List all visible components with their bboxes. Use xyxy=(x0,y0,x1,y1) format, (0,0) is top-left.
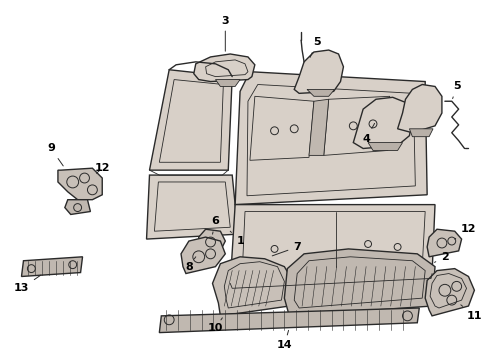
Text: 5: 5 xyxy=(453,81,461,99)
Polygon shape xyxy=(397,85,442,133)
Polygon shape xyxy=(353,97,413,148)
Text: 14: 14 xyxy=(276,330,292,350)
Text: 1: 1 xyxy=(230,231,244,246)
Polygon shape xyxy=(22,257,82,276)
Polygon shape xyxy=(159,308,419,333)
Text: 10: 10 xyxy=(208,318,223,333)
Text: 6: 6 xyxy=(212,216,220,234)
Polygon shape xyxy=(147,175,238,239)
Polygon shape xyxy=(294,50,343,93)
Text: 8: 8 xyxy=(185,257,196,272)
Text: 5: 5 xyxy=(310,37,320,57)
Polygon shape xyxy=(181,237,225,274)
Polygon shape xyxy=(410,129,433,137)
Polygon shape xyxy=(65,200,91,215)
Polygon shape xyxy=(427,229,462,257)
Text: 12: 12 xyxy=(455,224,476,239)
Text: 9: 9 xyxy=(47,144,63,166)
Polygon shape xyxy=(194,54,255,82)
Text: 7: 7 xyxy=(272,242,301,256)
Polygon shape xyxy=(230,204,435,283)
Polygon shape xyxy=(58,168,102,200)
Polygon shape xyxy=(425,269,474,316)
Polygon shape xyxy=(213,257,294,316)
Text: 2: 2 xyxy=(435,252,449,262)
Polygon shape xyxy=(284,249,435,316)
Polygon shape xyxy=(324,96,390,156)
Text: 4: 4 xyxy=(362,123,374,144)
Text: 11: 11 xyxy=(461,305,482,321)
Polygon shape xyxy=(368,143,402,150)
Polygon shape xyxy=(216,80,240,86)
Polygon shape xyxy=(307,89,335,96)
Polygon shape xyxy=(216,316,232,328)
Text: 3: 3 xyxy=(221,15,229,51)
Polygon shape xyxy=(199,229,225,254)
Text: 13: 13 xyxy=(14,275,41,293)
Polygon shape xyxy=(235,72,427,204)
Polygon shape xyxy=(250,96,314,160)
Polygon shape xyxy=(149,70,232,170)
Polygon shape xyxy=(309,99,329,156)
Text: 12: 12 xyxy=(95,163,110,173)
